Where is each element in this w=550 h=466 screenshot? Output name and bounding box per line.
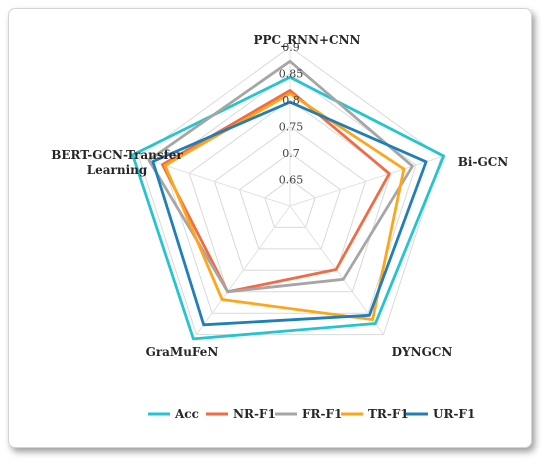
axis-label: BERT-GCN-Transfer Learning (51, 148, 183, 177)
tick-label: 0.7 (282, 147, 300, 160)
tick-label: 0.85 (279, 68, 304, 81)
legend-item: NR-F1 (206, 407, 276, 421)
series-line-fr-f1 (147, 59, 414, 294)
legend-label: NR-F1 (233, 407, 276, 421)
axis-label: Bi-GCN (458, 155, 508, 169)
grid-ring (239, 152, 341, 250)
legend-item: TR-F1 (341, 407, 409, 421)
series-line-tr-f1 (163, 92, 406, 322)
legend-label: TR-F1 (368, 407, 409, 421)
legend-label: UR-F1 (433, 407, 475, 421)
grid-ring (264, 178, 316, 228)
legend-item: Acc (148, 407, 199, 421)
tick-label: 0.8 (282, 94, 300, 107)
axis-label: DYNGCN (392, 345, 453, 359)
series-line-nr-f1 (161, 89, 391, 294)
tick-label: 0.9 (282, 41, 300, 54)
series-line-ur-f1 (151, 100, 428, 327)
tick-label: 0.65 (279, 174, 304, 187)
axis-label: PPC_RNN+CNN (253, 33, 360, 48)
chart-frame (8, 8, 532, 448)
radar-series (131, 59, 446, 341)
grid-spoke (196, 205, 291, 335)
axis-labels: PPC_RNN+CNN Bi-GCN DYNGCN GraMuFeN BERT-GCN-… (51, 33, 508, 359)
legend: Acc NR-F1 FR-F1 TR-F1 UR-F1 (148, 407, 475, 421)
tick-label: 0.75 (279, 121, 304, 134)
legend-label: Acc (174, 407, 199, 421)
grid-spoke (289, 156, 442, 207)
legend-item: UR-F1 (406, 407, 475, 421)
legend-item: FR-F1 (275, 407, 342, 421)
grid-ring (213, 125, 367, 271)
axis-label: GraMuFeN (146, 345, 219, 359)
series-line-acc (131, 75, 446, 341)
legend-label: FR-F1 (302, 407, 342, 421)
radial-tick-labels: 0.65 0.7 0.75 0.8 0.85 0.9 (279, 41, 304, 187)
